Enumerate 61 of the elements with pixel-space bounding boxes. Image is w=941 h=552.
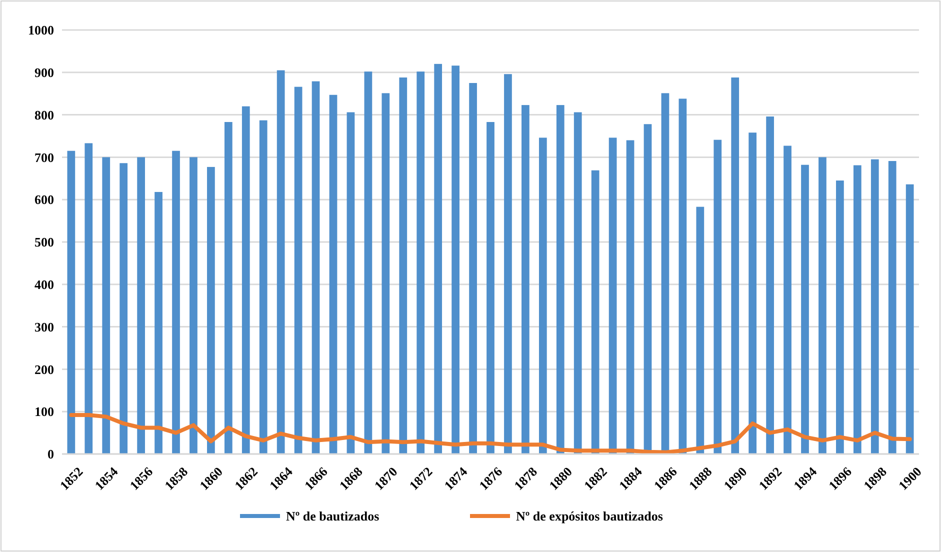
bar	[784, 146, 792, 454]
bar	[242, 106, 250, 454]
bar	[626, 140, 634, 454]
bar	[207, 166, 215, 454]
bar	[259, 120, 268, 454]
bar	[836, 180, 844, 454]
bar	[102, 157, 110, 454]
bar	[416, 72, 425, 454]
bar	[801, 164, 809, 454]
bar	[67, 150, 76, 454]
bar	[364, 72, 372, 454]
bar	[154, 192, 162, 454]
bar	[486, 122, 494, 454]
bar	[870, 159, 879, 454]
bar	[766, 116, 774, 454]
y-tick-label: 800	[34, 107, 54, 122]
bar	[452, 66, 460, 454]
bar	[538, 138, 547, 454]
bar	[731, 77, 740, 454]
bar	[137, 157, 145, 454]
bar	[190, 157, 198, 454]
bar	[504, 74, 512, 454]
y-tick-label: 1000	[28, 22, 54, 38]
legend-label: Nº de expósitos bautizados	[516, 508, 663, 524]
y-tick-label: 400	[34, 276, 54, 292]
bar	[382, 93, 390, 454]
y-tick-label: 600	[34, 192, 54, 208]
y-tick-label: 300	[34, 319, 54, 334]
bar	[696, 206, 704, 454]
y-tick-label: 900	[34, 64, 54, 80]
bar	[591, 170, 600, 454]
bar	[276, 70, 285, 454]
bar	[574, 112, 582, 454]
bar	[906, 184, 914, 454]
y-tick-label: 100	[34, 404, 54, 420]
bar	[888, 161, 896, 454]
bar	[434, 64, 442, 454]
bar	[714, 140, 722, 454]
bar	[329, 94, 338, 454]
y-tick-label: 700	[34, 150, 54, 165]
bar	[312, 81, 320, 454]
y-tick-label: 200	[34, 362, 54, 377]
legend-label: Nº de bautizados	[286, 508, 380, 524]
bar	[84, 143, 93, 454]
y-tick-label: 0	[48, 446, 54, 462]
bar	[522, 105, 530, 454]
bar	[294, 86, 302, 454]
bar	[224, 122, 232, 454]
bar	[853, 165, 862, 454]
bar	[818, 157, 826, 454]
bar	[120, 163, 128, 454]
bar	[608, 138, 617, 454]
bar	[469, 83, 477, 454]
bar	[748, 132, 757, 454]
bar	[172, 150, 180, 454]
bar	[399, 77, 408, 454]
line-series	[69, 412, 912, 454]
y-tick-label: 500	[34, 234, 54, 250]
bar	[678, 98, 687, 454]
bar	[556, 105, 564, 454]
bar	[346, 112, 355, 454]
